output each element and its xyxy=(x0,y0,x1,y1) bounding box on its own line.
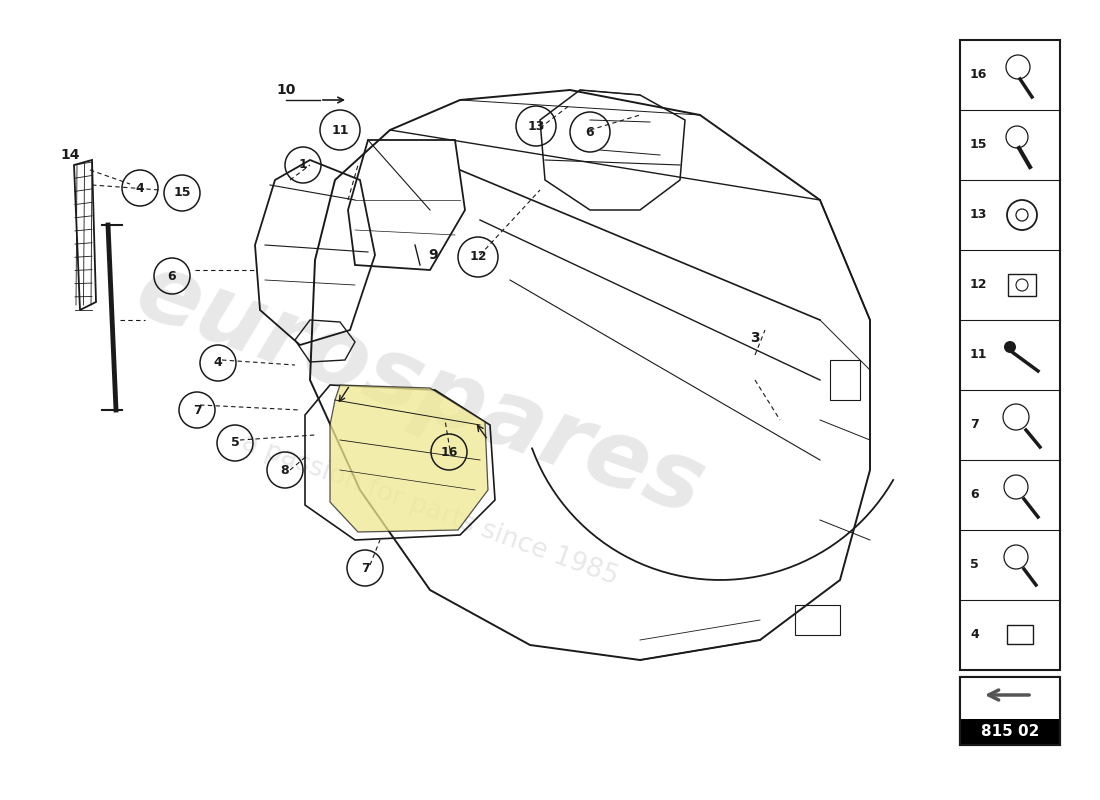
Text: 6: 6 xyxy=(970,489,979,502)
Text: 4: 4 xyxy=(135,182,144,194)
Text: 6: 6 xyxy=(585,126,594,138)
Text: 14: 14 xyxy=(60,148,79,162)
Text: 6: 6 xyxy=(167,270,176,282)
Text: 15: 15 xyxy=(174,186,190,199)
Text: 16: 16 xyxy=(440,446,458,458)
Text: 815 02: 815 02 xyxy=(981,725,1040,739)
Text: 16: 16 xyxy=(970,69,988,82)
Text: 11: 11 xyxy=(331,123,349,137)
Text: 4: 4 xyxy=(970,629,979,642)
Polygon shape xyxy=(330,385,488,532)
Text: 1: 1 xyxy=(298,158,307,171)
Text: 9: 9 xyxy=(428,248,438,262)
Text: 13: 13 xyxy=(527,119,544,133)
Text: 10: 10 xyxy=(276,83,296,97)
Text: 13: 13 xyxy=(970,209,988,222)
Text: 3: 3 xyxy=(750,331,760,345)
Text: 11: 11 xyxy=(970,349,988,362)
Text: 7: 7 xyxy=(970,418,979,431)
Text: 4: 4 xyxy=(213,357,222,370)
FancyBboxPatch shape xyxy=(960,677,1060,745)
Circle shape xyxy=(1004,341,1016,353)
Text: 15: 15 xyxy=(970,138,988,151)
Text: 5: 5 xyxy=(231,437,240,450)
Text: 12: 12 xyxy=(470,250,486,263)
Text: eurospares: eurospares xyxy=(123,245,716,535)
Text: a passion for parts since 1985: a passion for parts since 1985 xyxy=(238,430,622,590)
FancyBboxPatch shape xyxy=(960,677,1060,719)
Text: 7: 7 xyxy=(192,403,201,417)
Text: 8: 8 xyxy=(280,463,289,477)
Text: 12: 12 xyxy=(970,278,988,291)
Text: 7: 7 xyxy=(361,562,370,574)
Text: 5: 5 xyxy=(970,558,979,571)
